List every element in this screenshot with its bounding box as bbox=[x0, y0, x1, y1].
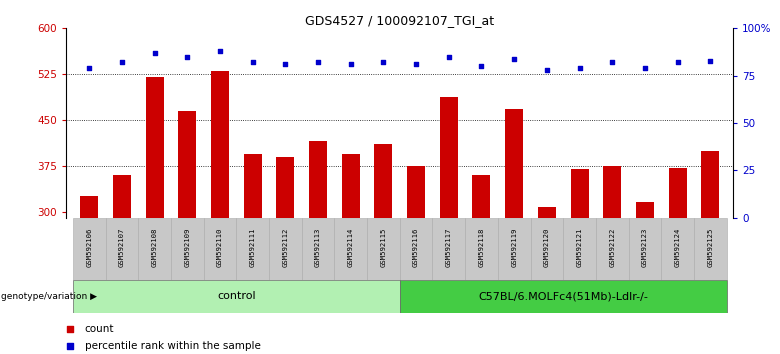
Bar bbox=[243, 154, 261, 218]
Point bbox=[115, 59, 128, 65]
Bar bbox=[179, 111, 197, 218]
Bar bbox=[465, 218, 498, 280]
Bar bbox=[498, 218, 530, 280]
Text: GSM592108: GSM592108 bbox=[151, 228, 158, 267]
Bar bbox=[80, 196, 98, 218]
Bar bbox=[367, 218, 399, 280]
Point bbox=[442, 54, 455, 59]
Text: GSM592120: GSM592120 bbox=[544, 228, 550, 267]
Point bbox=[410, 62, 422, 67]
Text: GSM592125: GSM592125 bbox=[707, 228, 714, 267]
Text: GSM592106: GSM592106 bbox=[86, 228, 92, 267]
Text: GSM592107: GSM592107 bbox=[119, 228, 125, 267]
Bar bbox=[603, 166, 621, 218]
Bar bbox=[146, 77, 164, 218]
Bar bbox=[440, 97, 458, 218]
Point bbox=[639, 65, 651, 71]
Point bbox=[606, 59, 619, 65]
Bar bbox=[668, 167, 686, 218]
Point bbox=[181, 54, 193, 59]
Bar bbox=[596, 218, 629, 280]
Bar bbox=[276, 156, 294, 218]
Bar bbox=[570, 169, 589, 218]
Point bbox=[508, 56, 520, 62]
Text: GSM592124: GSM592124 bbox=[675, 228, 681, 267]
Point bbox=[573, 65, 586, 71]
Bar bbox=[73, 218, 105, 280]
Text: count: count bbox=[85, 324, 114, 333]
Bar bbox=[432, 218, 465, 280]
Text: GSM592115: GSM592115 bbox=[381, 228, 386, 267]
Bar bbox=[505, 109, 523, 218]
Text: GSM592117: GSM592117 bbox=[446, 228, 452, 267]
Bar bbox=[342, 154, 360, 218]
Title: GDS4527 / 100092107_TGI_at: GDS4527 / 100092107_TGI_at bbox=[305, 14, 495, 27]
Point bbox=[257, 263, 270, 268]
Point bbox=[83, 65, 95, 71]
Point bbox=[672, 59, 684, 65]
Bar bbox=[204, 218, 236, 280]
Text: GSM592111: GSM592111 bbox=[250, 228, 256, 267]
Bar bbox=[407, 166, 425, 218]
Point bbox=[378, 59, 390, 65]
Text: genotype/variation ▶: genotype/variation ▶ bbox=[1, 292, 97, 301]
Bar bbox=[701, 150, 719, 218]
Bar bbox=[302, 218, 335, 280]
Text: GSM592121: GSM592121 bbox=[576, 228, 583, 267]
Text: C57BL/6.MOLFc4(51Mb)-Ldlr-/-: C57BL/6.MOLFc4(51Mb)-Ldlr-/- bbox=[478, 291, 648, 302]
Bar bbox=[105, 218, 138, 280]
Bar bbox=[309, 141, 327, 218]
Text: percentile rank within the sample: percentile rank within the sample bbox=[85, 341, 261, 351]
Bar bbox=[73, 280, 399, 313]
Bar bbox=[530, 218, 563, 280]
Bar bbox=[236, 218, 269, 280]
Point bbox=[148, 50, 161, 56]
Bar bbox=[661, 218, 694, 280]
Bar bbox=[636, 202, 654, 218]
Text: GSM592116: GSM592116 bbox=[413, 228, 419, 267]
Text: GSM592114: GSM592114 bbox=[348, 228, 353, 267]
Text: GSM592109: GSM592109 bbox=[184, 228, 190, 267]
Bar bbox=[399, 218, 432, 280]
Point bbox=[312, 59, 324, 65]
Text: GSM592122: GSM592122 bbox=[609, 228, 615, 267]
Point bbox=[704, 58, 717, 63]
Point bbox=[279, 62, 292, 67]
Point bbox=[345, 62, 357, 67]
Bar bbox=[171, 218, 204, 280]
Bar bbox=[399, 280, 727, 313]
Bar bbox=[563, 218, 596, 280]
Bar bbox=[538, 207, 556, 218]
Bar bbox=[694, 218, 727, 280]
Bar bbox=[211, 71, 229, 218]
Point bbox=[257, 102, 270, 107]
Text: control: control bbox=[217, 291, 256, 302]
Text: GSM592113: GSM592113 bbox=[315, 228, 321, 267]
Point bbox=[541, 67, 553, 73]
Text: GSM592119: GSM592119 bbox=[511, 228, 517, 267]
Bar bbox=[473, 175, 491, 218]
Bar bbox=[113, 175, 131, 218]
Text: GSM592118: GSM592118 bbox=[478, 228, 484, 267]
Point bbox=[246, 59, 259, 65]
Bar bbox=[335, 218, 367, 280]
Point bbox=[475, 63, 488, 69]
Text: GSM592110: GSM592110 bbox=[217, 228, 223, 267]
Text: GSM592123: GSM592123 bbox=[642, 228, 648, 267]
Bar bbox=[138, 218, 171, 280]
Bar bbox=[269, 218, 302, 280]
Bar bbox=[374, 144, 392, 218]
Bar bbox=[629, 218, 661, 280]
Point bbox=[214, 48, 226, 54]
Text: GSM592112: GSM592112 bbox=[282, 228, 289, 267]
